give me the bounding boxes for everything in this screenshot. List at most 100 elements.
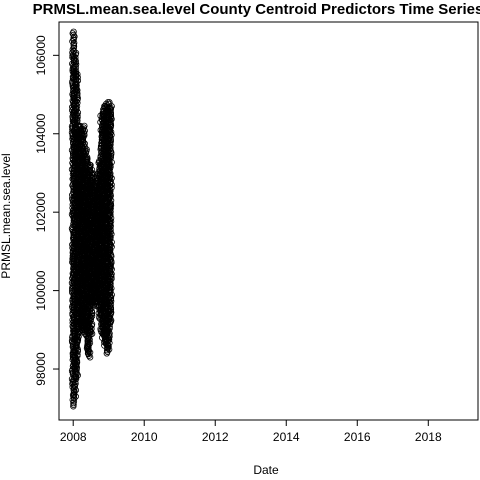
data-point	[88, 312, 96, 320]
data-point	[106, 194, 113, 201]
x-tick-label: 2014	[273, 430, 300, 444]
data-point	[74, 77, 82, 84]
data-point	[70, 403, 77, 410]
data-point	[107, 298, 115, 305]
data-point	[73, 98, 80, 105]
data-point	[108, 131, 115, 139]
data-point	[107, 179, 114, 187]
data-point	[74, 346, 81, 353]
data-point	[72, 72, 79, 79]
data-point	[73, 119, 81, 126]
chart-title: PRMSL.mean.sea.level County Centroid Pre…	[33, 1, 480, 18]
data-point	[87, 168, 94, 175]
data-point	[105, 336, 113, 343]
data-point	[88, 322, 95, 329]
data-point	[73, 341, 80, 349]
data-point	[74, 348, 81, 355]
data-point	[73, 370, 81, 377]
data-point	[108, 266, 115, 273]
data-point	[106, 232, 113, 239]
data-point	[74, 74, 81, 81]
x-tick-label: 2016	[344, 430, 371, 444]
data-point	[108, 159, 115, 166]
data-point	[72, 362, 79, 369]
data-point	[80, 141, 87, 149]
data-point	[72, 373, 79, 381]
data-point	[107, 264, 115, 271]
data-point	[106, 224, 113, 231]
data-point	[106, 283, 114, 291]
data-point	[74, 372, 81, 379]
x-tick-label: 2012	[202, 430, 229, 444]
data-point	[106, 302, 113, 310]
data-point	[72, 54, 79, 61]
data-point	[107, 318, 114, 326]
data-point	[106, 213, 113, 220]
data-point	[107, 269, 114, 276]
data-point	[105, 346, 113, 353]
data-point	[106, 216, 113, 223]
data-point	[89, 175, 96, 182]
data-points	[68, 28, 115, 410]
data-point	[88, 330, 96, 337]
data-point	[74, 114, 81, 121]
data-point	[72, 51, 79, 58]
x-tick-label: 2010	[131, 430, 158, 444]
data-point	[107, 218, 115, 225]
data-point	[108, 230, 115, 238]
data-point	[104, 338, 111, 345]
data-point	[72, 393, 79, 400]
data-point	[69, 49, 76, 56]
data-point	[107, 315, 114, 322]
data-point	[82, 149, 90, 156]
data-point	[86, 319, 94, 326]
data-point	[107, 229, 114, 236]
data-point	[106, 182, 114, 190]
data-point	[74, 99, 81, 107]
data-point	[75, 330, 82, 337]
data-point	[106, 168, 113, 175]
data-point	[107, 301, 115, 308]
data-point	[106, 237, 113, 244]
data-point	[106, 290, 113, 297]
data-point	[73, 106, 80, 113]
data-point	[70, 377, 78, 384]
data-point	[79, 125, 87, 133]
data-point	[74, 352, 81, 360]
data-point	[88, 166, 96, 174]
data-point	[106, 325, 113, 332]
data-point	[88, 325, 95, 333]
data-point	[75, 333, 82, 340]
data-point	[106, 157, 113, 164]
data-point	[104, 344, 111, 352]
data-point	[108, 291, 115, 299]
data-point	[108, 275, 115, 283]
data-point	[74, 338, 81, 345]
data-point	[106, 146, 113, 153]
data-point	[85, 347, 93, 355]
data-point	[107, 205, 114, 212]
x-tick-label: 2018	[415, 430, 442, 444]
data-point	[70, 391, 78, 399]
data-point	[81, 127, 88, 134]
y-tick-label: 104000	[34, 113, 48, 153]
y-axis: 98000 100000 102000 104000 106000	[34, 35, 60, 386]
x-tick-label: 2008	[60, 430, 87, 444]
data-point	[107, 154, 115, 161]
data-point	[106, 195, 113, 203]
y-tick-label: 100000	[34, 270, 48, 310]
data-point	[70, 28, 77, 35]
data-point	[72, 349, 80, 357]
data-point	[86, 324, 94, 331]
data-point	[85, 352, 93, 359]
data-point	[74, 331, 81, 339]
data-point	[70, 395, 78, 402]
data-point	[70, 385, 78, 392]
data-point	[106, 299, 113, 306]
data-point	[81, 132, 88, 139]
data-point	[106, 107, 113, 115]
data-point	[70, 48, 78, 55]
data-point	[70, 35, 77, 42]
data-point	[107, 214, 115, 222]
